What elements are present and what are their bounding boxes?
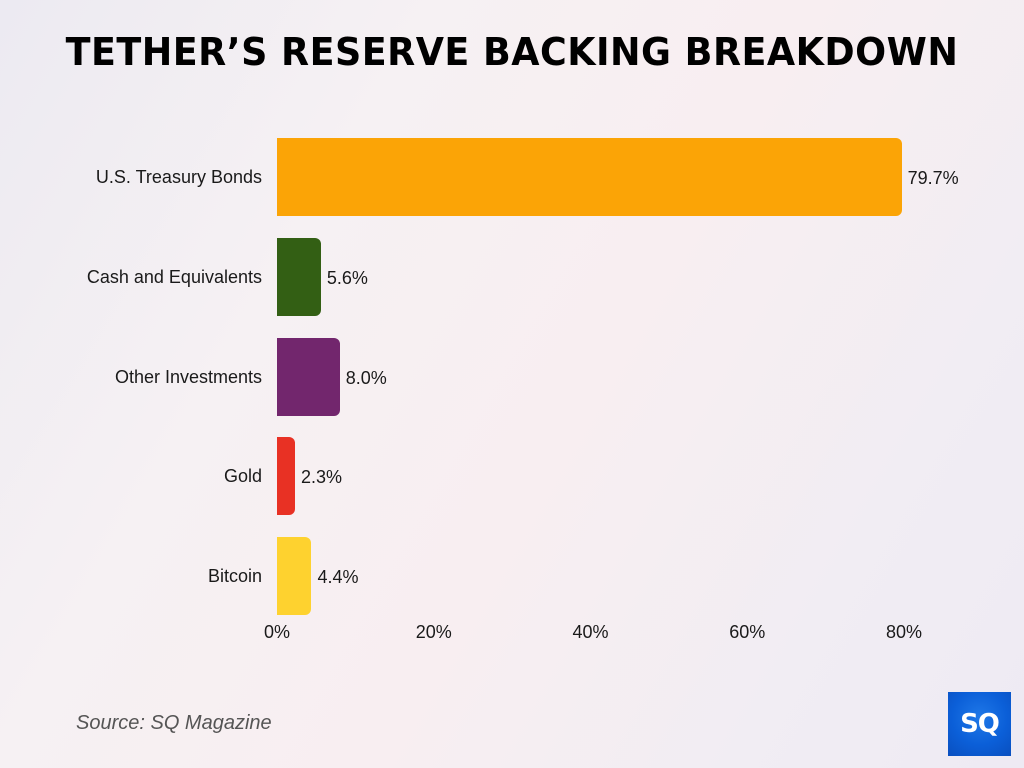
bar-row: Other Investments 8.0% bbox=[0, 338, 1024, 416]
chart-title: TETHER’S RESERVE BACKING BREAKDOWN bbox=[65, 30, 959, 74]
bar bbox=[277, 437, 296, 515]
category-label: Cash and Equivalents bbox=[86, 267, 262, 287]
bar-row: U.S. Treasury Bonds 79.7% bbox=[0, 138, 1024, 216]
bar-row: Bitcoin 4.4% bbox=[0, 537, 1024, 615]
category-label: U.S. Treasury Bonds bbox=[95, 167, 262, 187]
bar bbox=[277, 338, 340, 416]
bar bbox=[277, 537, 312, 615]
x-axis-tick-label: 60% bbox=[729, 622, 766, 642]
bar-row: Cash and Equivalents 5.6% bbox=[0, 238, 1024, 316]
value-label: 79.7% bbox=[907, 168, 959, 188]
bar bbox=[277, 238, 321, 316]
value-label: 8.0% bbox=[345, 368, 387, 388]
value-label: 5.6% bbox=[326, 268, 368, 288]
logo-text: SQ bbox=[960, 709, 1000, 739]
x-axis-tick-label: 20% bbox=[415, 622, 452, 642]
x-axis-tick-label: 80% bbox=[885, 622, 923, 642]
value-label: 4.4% bbox=[317, 567, 359, 587]
category-label: Bitcoin bbox=[207, 566, 262, 586]
x-axis-tick-label: 0% bbox=[263, 622, 291, 642]
bar bbox=[277, 138, 902, 216]
source-note: Source: SQ Magazine bbox=[76, 712, 272, 734]
bar-row: Gold 2.3% bbox=[0, 437, 1024, 515]
sq-logo-icon: SQ bbox=[948, 692, 1011, 756]
value-label: 2.3% bbox=[301, 467, 343, 487]
x-axis-tick-label: 40% bbox=[572, 622, 609, 642]
category-label: Gold bbox=[223, 466, 262, 486]
category-label: Other Investments bbox=[114, 367, 262, 387]
